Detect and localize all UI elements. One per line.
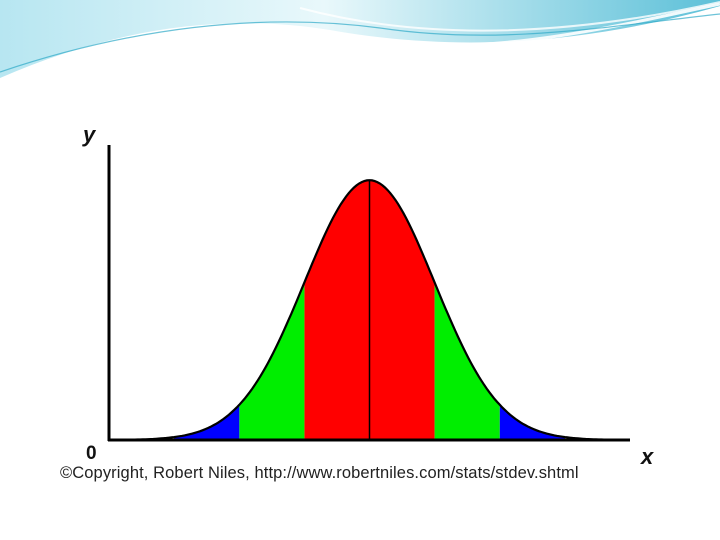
band-4: [499, 404, 565, 440]
header-wave-fill: [0, 0, 720, 78]
normal-curve-line: [109, 179, 630, 441]
header-wave-line-3: [299, 1, 720, 32]
band-3: [174, 404, 240, 440]
slide-header-swoosh: [0, 0, 720, 82]
y-axis-label: y: [82, 122, 97, 147]
origin-label: 0: [86, 443, 97, 464]
header-wave-line-2: [0, 13, 720, 73]
x-axis-label: x: [640, 444, 654, 469]
copyright-caption: ©Copyright, Robert Niles, http://www.rob…: [60, 464, 579, 482]
